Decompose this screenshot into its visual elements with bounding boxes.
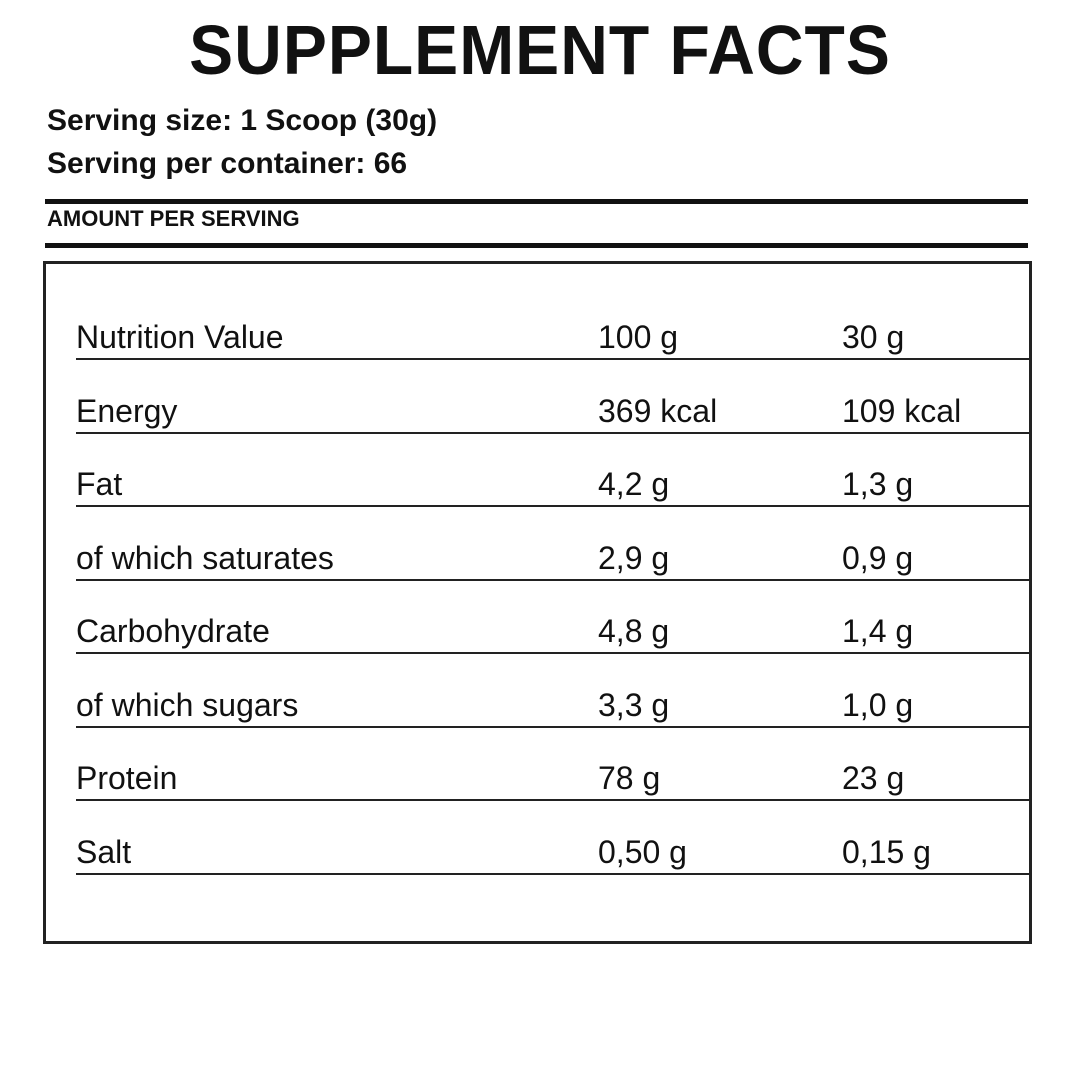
value-cell: 1,3 g xyxy=(842,466,914,502)
serving-size: Serving size: 1 Scoop (30g) xyxy=(47,104,438,137)
table-row: Salt 0,50 g 0,15 g xyxy=(76,799,1029,875)
label-cell: Energy xyxy=(76,392,178,429)
nutrition-table: Nutrition Value 100 g 30 g Energy 369 kcal 10… xyxy=(43,261,1032,944)
table-row: Carbohydrate 4,8 g 1,4 g xyxy=(76,578,1029,654)
value-cell: 30 g xyxy=(842,319,905,355)
value-cell: 0,15 g xyxy=(842,833,931,870)
value-cell: 0,9 g xyxy=(842,539,914,576)
label-cell: Fat xyxy=(76,466,123,502)
value-cell: 369 kcal xyxy=(598,392,718,429)
value-cell: 23 g xyxy=(842,760,905,796)
label-cell: of which saturates xyxy=(76,539,334,576)
table-row: Nutrition Value 100 g 30 g xyxy=(76,284,1029,360)
title: SUPPLEMENT FACTS xyxy=(189,11,891,89)
label-cell: Carbohydrate xyxy=(76,613,270,649)
value-cell: 109 kcal xyxy=(842,392,962,429)
value-cell: 4,8 g xyxy=(598,613,670,649)
rule xyxy=(45,199,1028,204)
table-row: of which sugars 3,3 g 1,0 g xyxy=(76,652,1029,728)
value-cell: 3,3 g xyxy=(598,686,670,723)
label-cell: Protein xyxy=(76,760,178,796)
amount-label: AMOUNT PER SERVING xyxy=(47,206,300,231)
servings-per-container: Serving per container: 66 xyxy=(47,147,408,180)
value-cell: 100 g xyxy=(598,319,679,355)
value-cell: 1,4 g xyxy=(842,613,914,649)
table-row: Protein 78 g 23 g xyxy=(76,725,1029,801)
table-row: Energy 369 kcal 109 kcal xyxy=(76,358,1029,434)
value-cell: 2,9 g xyxy=(598,539,670,576)
label-cell: Salt xyxy=(76,833,132,870)
label-cell: Nutrition Value xyxy=(76,319,284,355)
table-row: Fat 4,2 g 1,3 g xyxy=(76,431,1029,507)
label-cell: of which sugars xyxy=(76,686,299,723)
rule xyxy=(45,243,1028,248)
value-cell: 4,2 g xyxy=(598,466,670,502)
value-cell: 0,50 g xyxy=(598,833,687,870)
table-row: of which saturates 2,9 g 0,9 g xyxy=(76,505,1029,581)
value-cell: 78 g xyxy=(598,760,661,796)
value-cell: 1,0 g xyxy=(842,686,914,723)
